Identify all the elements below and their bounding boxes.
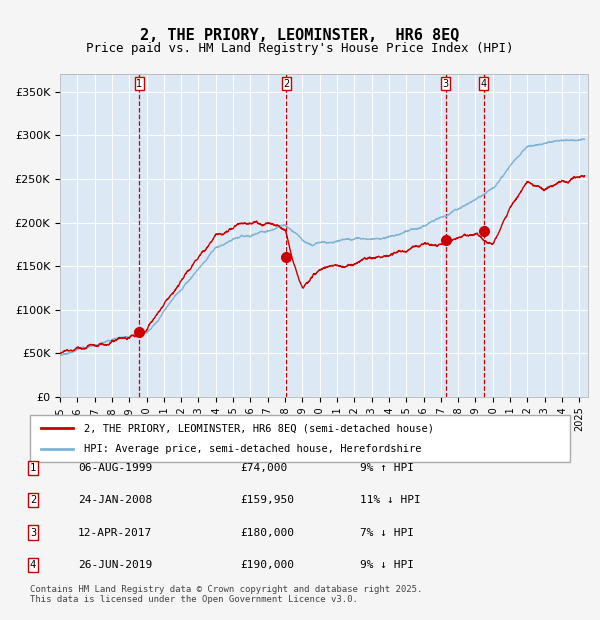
Text: £159,950: £159,950 xyxy=(240,495,294,505)
Text: 2: 2 xyxy=(30,495,36,505)
Text: 12-APR-2017: 12-APR-2017 xyxy=(78,528,152,538)
Text: HPI: Average price, semi-detached house, Herefordshire: HPI: Average price, semi-detached house,… xyxy=(84,444,421,454)
Text: Price paid vs. HM Land Registry's House Price Index (HPI): Price paid vs. HM Land Registry's House … xyxy=(86,42,514,55)
Text: 06-AUG-1999: 06-AUG-1999 xyxy=(78,463,152,473)
Text: Contains HM Land Registry data © Crown copyright and database right 2025.
This d: Contains HM Land Registry data © Crown c… xyxy=(30,585,422,604)
Text: 2, THE PRIORY, LEOMINSTER, HR6 8EQ (semi-detached house): 2, THE PRIORY, LEOMINSTER, HR6 8EQ (semi… xyxy=(84,423,434,433)
Text: 1: 1 xyxy=(30,463,36,473)
Text: 3: 3 xyxy=(30,528,36,538)
Text: 2: 2 xyxy=(283,79,289,89)
Text: 4: 4 xyxy=(481,79,487,89)
Text: 24-JAN-2008: 24-JAN-2008 xyxy=(78,495,152,505)
Text: 7% ↓ HPI: 7% ↓ HPI xyxy=(360,528,414,538)
Text: 4: 4 xyxy=(30,560,36,570)
Text: 26-JUN-2019: 26-JUN-2019 xyxy=(78,560,152,570)
Text: £180,000: £180,000 xyxy=(240,528,294,538)
Text: 3: 3 xyxy=(443,79,449,89)
Text: £190,000: £190,000 xyxy=(240,560,294,570)
FancyBboxPatch shape xyxy=(30,415,570,462)
Text: 11% ↓ HPI: 11% ↓ HPI xyxy=(360,495,421,505)
Text: 9% ↑ HPI: 9% ↑ HPI xyxy=(360,463,414,473)
Text: 1: 1 xyxy=(136,79,143,89)
Text: 2, THE PRIORY, LEOMINSTER,  HR6 8EQ: 2, THE PRIORY, LEOMINSTER, HR6 8EQ xyxy=(140,28,460,43)
Text: 9% ↓ HPI: 9% ↓ HPI xyxy=(360,560,414,570)
Text: £74,000: £74,000 xyxy=(240,463,287,473)
